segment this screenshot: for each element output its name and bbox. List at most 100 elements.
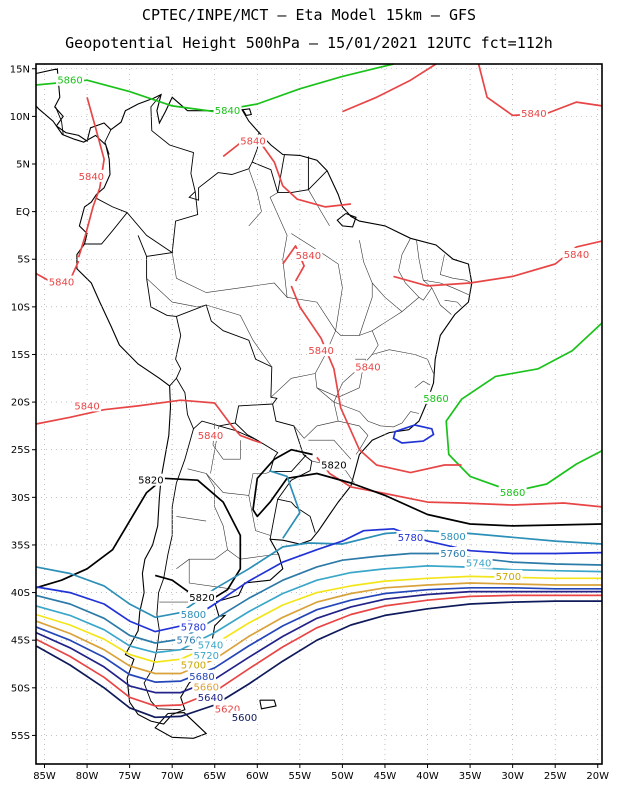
contour-label: 5820 — [138, 476, 163, 487]
lat-tick-label: EQ — [16, 207, 30, 218]
contour-label: 5660 — [193, 682, 218, 693]
contour-5840-2 — [77, 97, 105, 258]
state-border-31 — [176, 516, 207, 522]
state-border-1 — [146, 278, 207, 308]
state-border-7 — [270, 373, 316, 398]
state-border-4 — [308, 189, 330, 227]
contour-label: 5840 — [296, 251, 321, 262]
contour-label: 5860 — [57, 76, 82, 87]
state-border-26 — [248, 495, 271, 536]
contour-5840-6 — [290, 285, 462, 474]
land-boundaries — [35, 68, 473, 739]
coastline-0 — [35, 68, 473, 725]
contour-label-bg — [179, 658, 208, 671]
contour-label-bg — [239, 134, 268, 147]
contour-label: 5740 — [466, 559, 491, 570]
lon-tick-label: 80W — [76, 771, 99, 782]
state-border-17 — [333, 363, 420, 428]
state-border-10 — [371, 282, 403, 312]
contour-label: 5720 — [193, 651, 218, 662]
contour-5660-0 — [35, 582, 602, 675]
lat-tick-label: 10N — [10, 112, 30, 123]
lat-tick-label: 40S — [11, 588, 30, 599]
axis-ticks: 85W 80W 75W 70W 65W 60W 55W 50W 45W 40W 35W 30W 25W 2… — [10, 64, 609, 782]
state-border-16 — [372, 349, 434, 374]
contour-label-bg — [179, 620, 208, 633]
lat-tick-label: 50S — [11, 683, 30, 694]
contour-5840-0 — [342, 63, 437, 113]
contour-label-bg — [192, 680, 221, 693]
lon-tick-label: 55W — [289, 771, 312, 782]
contour-label: 5780 — [398, 533, 423, 544]
lat-tick-label: 10S — [11, 302, 30, 313]
country-border-4 — [96, 197, 128, 214]
lon-tick-label: 60W — [246, 771, 269, 782]
state-border-8 — [316, 330, 379, 398]
state-border-18 — [414, 380, 431, 389]
state-border-28 — [188, 559, 237, 590]
contour-label-bg — [439, 529, 468, 542]
contour-label: 5680 — [189, 672, 214, 683]
state-border-20 — [308, 439, 352, 460]
contour-label-bg — [187, 669, 216, 682]
country-border-16 — [137, 235, 148, 257]
lon-tick-label: 30W — [501, 771, 524, 782]
contour-label: 5700 — [496, 572, 521, 583]
graticule — [36, 64, 602, 764]
state-border-3 — [248, 168, 262, 227]
lat-tick-label: 15S — [11, 350, 30, 361]
contour-label: 5820 — [321, 460, 346, 471]
contour-label-bg — [175, 633, 204, 646]
country-border-6 — [252, 161, 328, 194]
contour-5700-0 — [35, 575, 602, 663]
coastline-4 — [336, 212, 357, 228]
contour-label: 5700 — [181, 660, 206, 671]
contour-label-bg — [196, 638, 225, 651]
lon-tick-label: 45W — [374, 771, 397, 782]
state-border-12 — [416, 240, 432, 289]
contour-label-bg — [464, 556, 493, 569]
lon-tick-label: 20W — [586, 771, 609, 782]
state-border-6 — [287, 297, 339, 439]
lon-tick-label: 25W — [544, 771, 567, 782]
closed-contour-5860-0 — [392, 424, 435, 444]
contour-5840-8 — [393, 240, 603, 287]
contour-label-bg — [196, 690, 225, 703]
contour-label-bg — [136, 473, 165, 486]
country-border-5 — [84, 211, 182, 387]
contour-5780-0 — [35, 527, 603, 633]
contour-5800-1 — [268, 469, 301, 539]
contour-label: 5740 — [198, 640, 223, 651]
contour-5600-0 — [35, 600, 602, 719]
contour-label-bg — [494, 569, 523, 582]
contour-label: 5820 — [189, 593, 214, 604]
contour-label: 5780 — [181, 622, 206, 633]
contour-5840-9 — [316, 456, 603, 508]
contour-label-bg — [77, 169, 106, 182]
state-border-5 — [291, 233, 373, 336]
contour-5820-0 — [252, 448, 603, 527]
contour-label: 5640 — [198, 693, 223, 704]
contour-label-bg — [396, 530, 425, 543]
contour-label-bg — [73, 399, 102, 412]
state-border-0 — [206, 304, 273, 368]
contour-label: 5800 — [440, 532, 465, 543]
map-title-line2: Geopotential Height 500hPa – 15/01/2021 … — [65, 34, 553, 52]
map-title-line1: CPTEC/INPE/MCT – Eta Model 15km – GFS — [141, 6, 477, 24]
country-border-12 — [269, 499, 279, 540]
contour-label-bg — [294, 248, 323, 261]
state-border-14 — [423, 279, 471, 296]
contour-label: 5760 — [440, 549, 465, 560]
lat-tick-label: 5N — [16, 160, 30, 171]
contour-label-bg — [562, 247, 591, 260]
lon-tick-label: 70W — [161, 771, 184, 782]
lon-tick-label: 35W — [459, 771, 482, 782]
contour-label-bg — [353, 360, 382, 373]
contour-label-bg — [307, 344, 336, 357]
contour-label: 5840 — [521, 109, 546, 120]
contour-5820-1 — [35, 477, 242, 602]
contour-label-bg — [519, 107, 548, 120]
contour-label: 5620 — [215, 704, 240, 715]
contour-label-bg — [179, 607, 208, 620]
lat-tick-label: 15N — [10, 64, 30, 75]
